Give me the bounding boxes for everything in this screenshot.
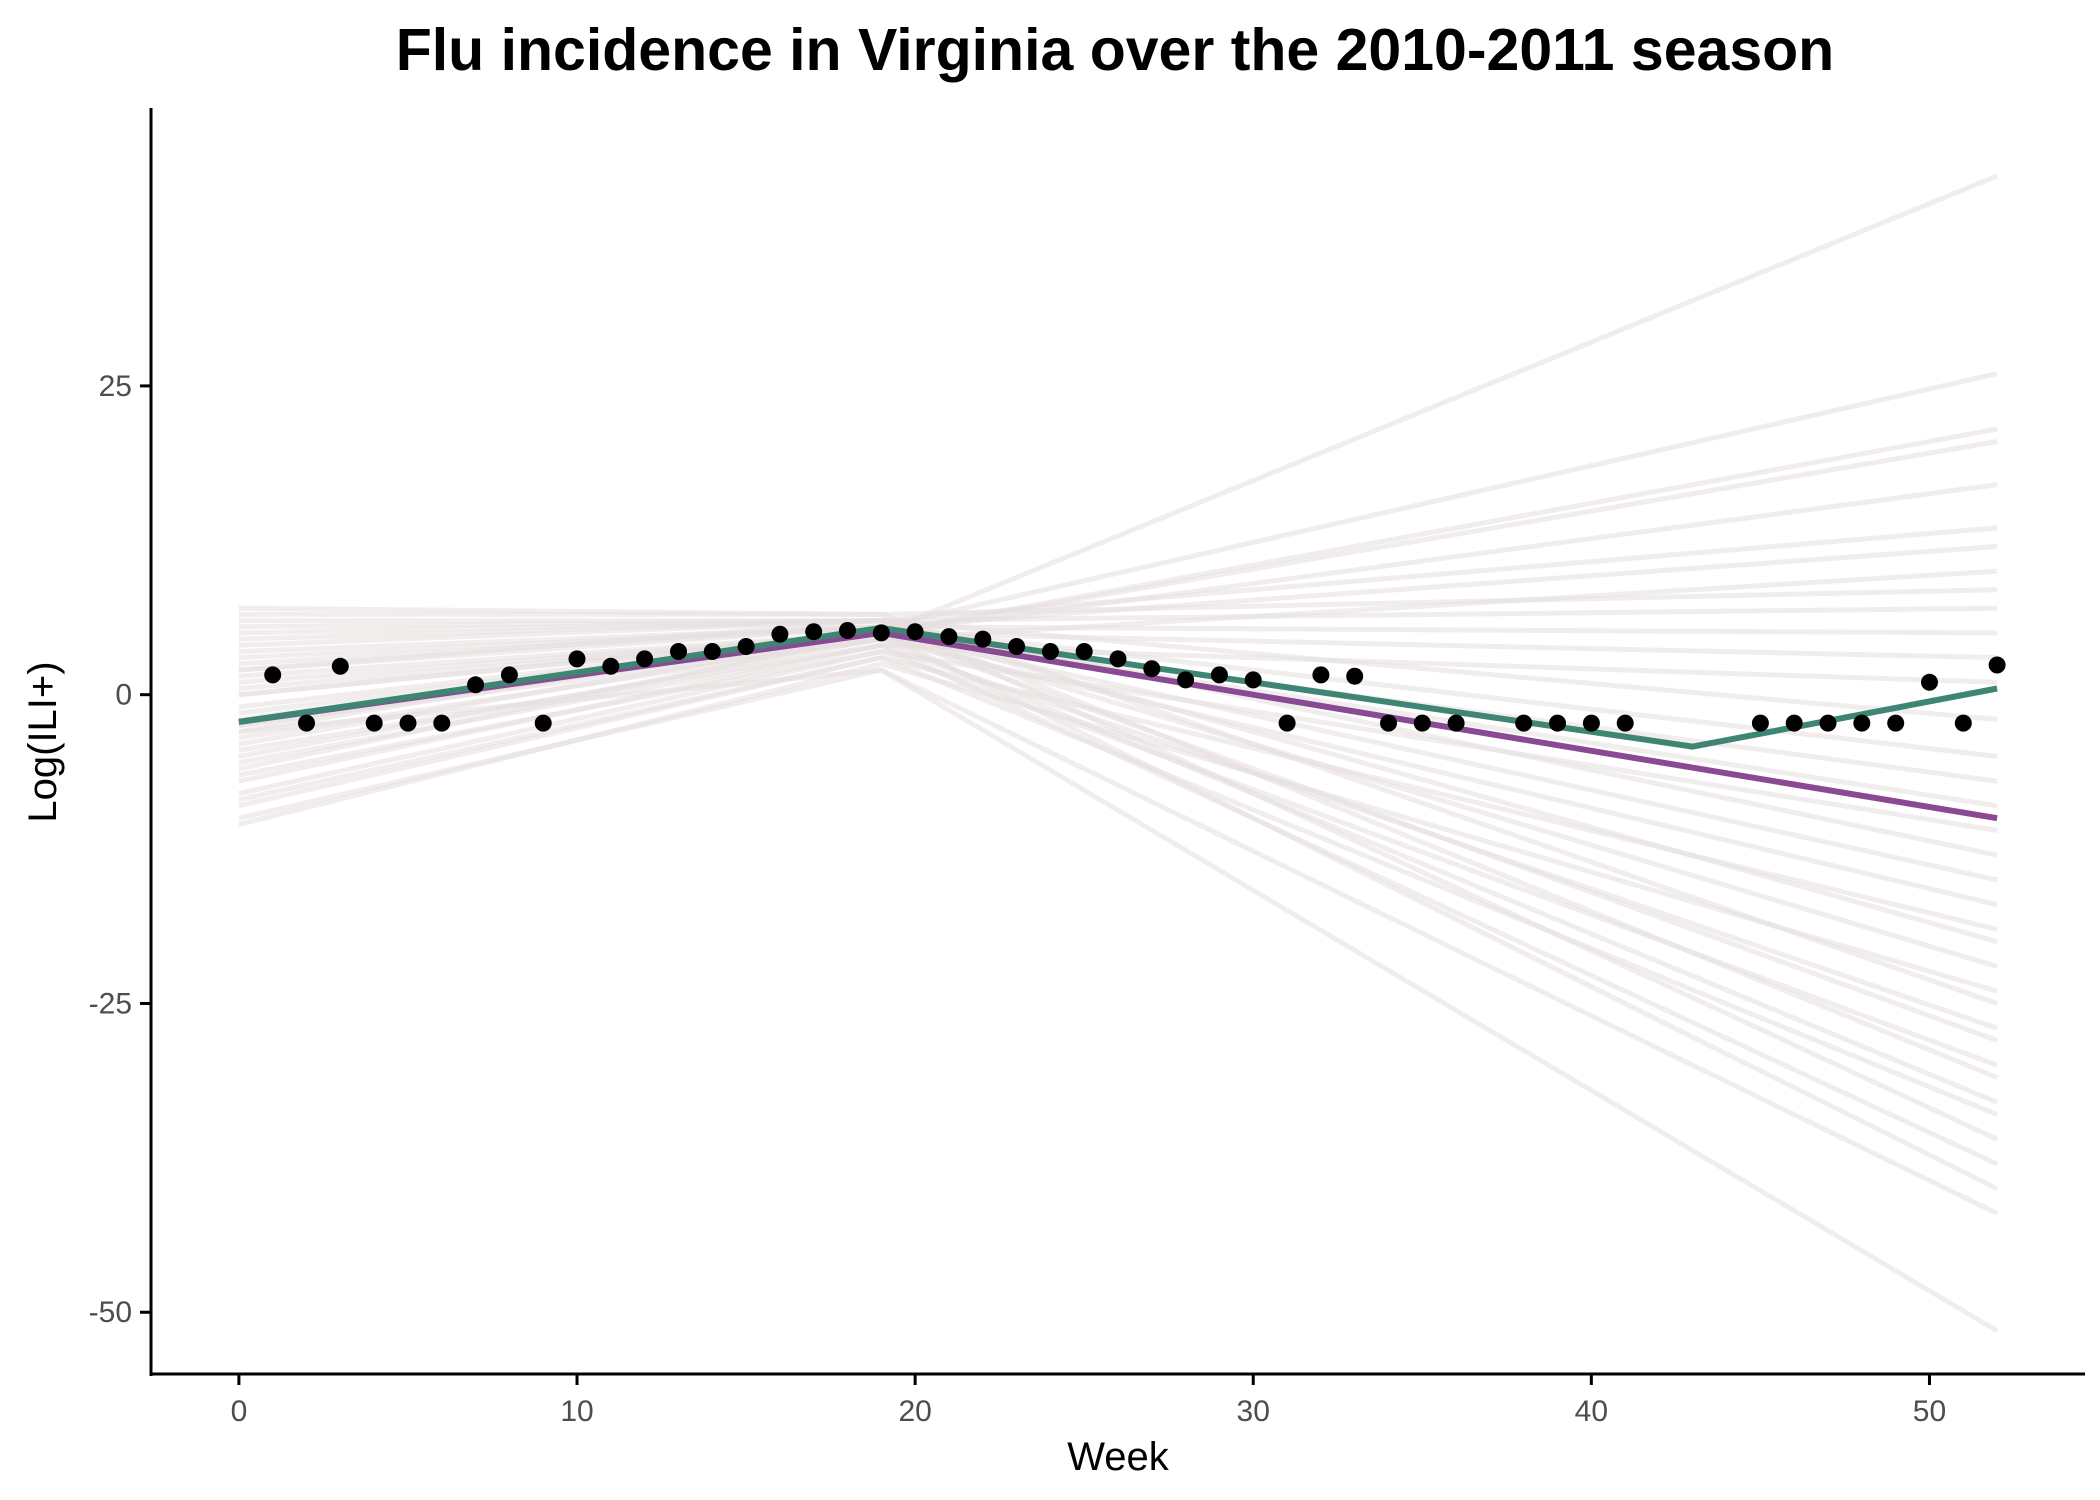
data-point [1380,714,1397,732]
data-point [602,657,620,675]
data-point [1109,650,1127,668]
data-point [1549,714,1566,732]
data-point [1785,714,1803,732]
x-tick-label: 20 [898,1395,931,1428]
data-point [500,666,518,684]
data-point [1278,714,1296,732]
posterior-samples [238,173,1999,1333]
data-point [1887,714,1905,732]
posterior-sample-line [238,655,1999,1117]
posterior-sample-line [238,642,1999,1167]
data-point [1954,714,1972,732]
data-point [1853,714,1871,732]
data-point [636,650,654,668]
data-point [399,714,417,732]
x-axis-ticks: 0 10 20 30 40 50 [231,1374,1946,1428]
data-point [298,714,315,732]
x-tick-label: 40 [1575,1395,1608,1428]
x-tick-label: 0 [231,1395,248,1428]
x-tick-label: 10 [560,1395,593,1428]
data-point [974,630,992,648]
observed-points [264,622,2006,732]
data-point [467,676,485,694]
data-point [433,714,451,732]
y-axis-ticks: 25 0 -25 -50 [89,370,151,1329]
data-point [568,650,586,668]
data-point [1008,638,1026,655]
posterior-sample-line [238,611,1998,1006]
data-point [1210,666,1228,684]
data-point [264,666,282,684]
data-point [737,638,755,655]
data-point [1751,714,1769,732]
data-point [331,657,349,675]
y-tick-label: 25 [99,370,132,403]
data-point [703,643,721,660]
x-tick-label: 30 [1237,1395,1270,1428]
posterior-sample-line [238,618,1999,1142]
y-tick-label: -50 [89,1296,132,1329]
y-axis-title: Log(ILI+) [21,661,65,822]
data-point [1041,643,1059,660]
data-point [1413,714,1431,732]
data-point [872,624,890,642]
data-point [771,625,789,643]
data-point [670,643,687,660]
data-point [1515,714,1533,732]
data-point [1143,660,1161,678]
data-point [1616,714,1634,732]
y-tick-label: 0 [115,679,132,712]
x-tick-label: 50 [1913,1395,1946,1428]
data-point [906,623,924,641]
y-tick-label: -25 [89,987,132,1020]
data-point [1075,643,1093,660]
data-point [1819,714,1837,732]
data-point [534,714,552,732]
data-point [839,622,856,639]
x-axis-title: Week [1067,1435,1170,1479]
chart-title: Flu incidence in Virginia over the 2010-… [396,17,1834,83]
data-point [1921,673,1938,691]
data-point [1988,656,2006,674]
data-point [1447,714,1465,732]
data-point [1244,671,1262,689]
data-point [1312,666,1330,684]
fit-line-green [238,625,1998,750]
data-point [365,714,383,732]
posterior-sample-line [238,667,1999,1333]
data-point [1582,714,1600,732]
data-point [1346,667,1364,685]
data-point [1177,671,1195,689]
data-point [805,623,823,641]
data-point [940,628,958,646]
